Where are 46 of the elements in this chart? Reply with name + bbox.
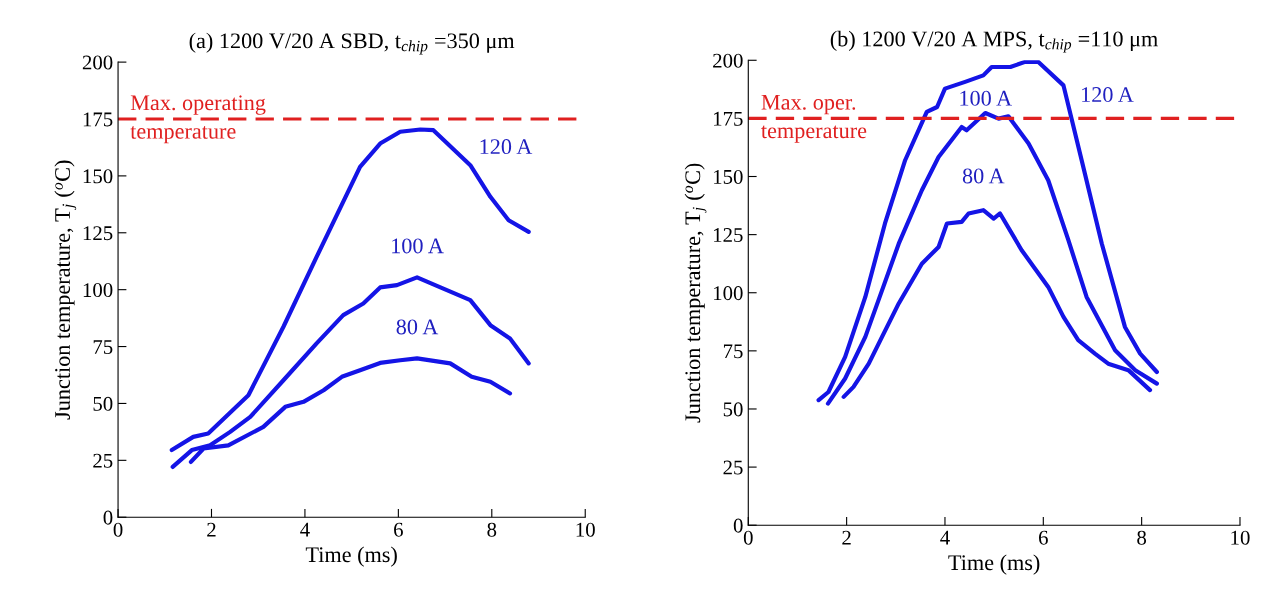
x-tick-label: 0: [113, 522, 123, 537]
y-axis-title: Junction temperature, T$_{j}$ ($^{o}$C): [684, 163, 707, 423]
line-series: [841, 208, 1153, 399]
x-tick-label: 2: [842, 530, 851, 545]
y-tick-label: 75: [93, 340, 113, 354]
x-tick-label: 8: [487, 522, 497, 537]
y-tick-label: 150: [714, 169, 743, 184]
x-tick-label: 2: [207, 522, 216, 537]
x-tick-label: 4: [940, 530, 950, 545]
series-label: 120 A: [480, 139, 533, 155]
y-tick-label: 150: [83, 169, 113, 184]
chart-title: (a) 1200 V/20 A SBD, t$_{chip}$ =350 μm: [189, 32, 515, 55]
x-tick-label: 6: [1038, 530, 1048, 545]
y-tick-label: 175: [714, 111, 743, 126]
series-label: 120 A: [1082, 87, 1134, 103]
x-tick-label: 10: [576, 522, 595, 537]
chart-title: (b) 1200 V/20 A MPS, t$_{chip}$ =110 μm: [830, 30, 1158, 53]
y-tick-label: 75: [723, 344, 743, 359]
y-tick-label: 25: [723, 460, 743, 475]
line-series: [188, 356, 513, 465]
x-tick-label: 6: [394, 522, 403, 537]
y-tick-label: 100: [83, 283, 113, 298]
y-tick-label: 25: [93, 453, 113, 468]
y-tick-label: 50: [723, 402, 743, 417]
x-tick-label: 10: [1231, 530, 1250, 545]
ref-line-label: Max. operating temperature: [130, 95, 266, 144]
y-tick-label: 175: [83, 112, 113, 127]
series-label: 80 A: [396, 319, 439, 335]
y-tick-label: 125: [714, 228, 743, 243]
x-axis-title: Time (ms): [948, 554, 1040, 575]
x-tick-label: 8: [1137, 530, 1147, 545]
x-tick-label: 0: [743, 530, 753, 545]
series-label: 100 A: [392, 238, 444, 254]
y-tick-label: 200: [82, 55, 113, 70]
ref-line-label: Max. oper. temperature: [761, 94, 867, 143]
y-axis-title: Junction temperature, T$_{j}$ ($^{o}$C): [54, 160, 77, 420]
x-tick-label: 4: [300, 522, 310, 537]
x-axis-title: Time (ms): [305, 546, 397, 567]
y-tick-label: 125: [83, 226, 113, 241]
y-tick-label: 100: [714, 286, 743, 301]
line-series: [170, 275, 531, 470]
y-tick-label: 0: [103, 510, 113, 525]
y-tick-label: 50: [93, 396, 113, 411]
y-tick-label: 200: [713, 53, 743, 68]
series-label: 100 A: [960, 90, 1012, 106]
series-label: 80 A: [962, 168, 1005, 184]
